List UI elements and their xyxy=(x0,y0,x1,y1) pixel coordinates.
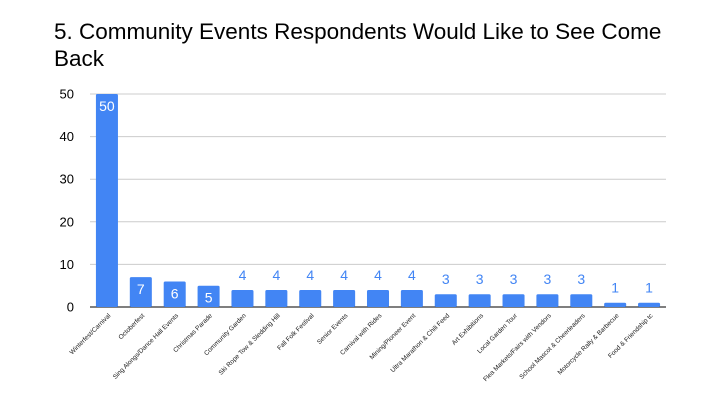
bar xyxy=(299,289,322,307)
y-tick-label: 30 xyxy=(60,172,74,187)
x-tick-label: Fall Folk Festival xyxy=(276,312,316,352)
data-label: 3 xyxy=(476,271,484,287)
x-tick-label: Flea Markets/Fairs with Vendors xyxy=(482,312,553,383)
bar xyxy=(502,294,525,307)
data-label: 3 xyxy=(510,271,518,287)
data-label: 3 xyxy=(544,271,552,287)
data-label: 4 xyxy=(272,267,280,283)
data-label: 1 xyxy=(645,280,653,296)
data-label: 5 xyxy=(205,290,213,306)
data-label: 6 xyxy=(171,285,179,301)
data-label: 4 xyxy=(374,267,382,283)
bars xyxy=(95,94,661,307)
chart-title: 5. Community Events Respondents Would Li… xyxy=(54,19,662,71)
bar xyxy=(400,289,423,307)
bar xyxy=(129,277,152,307)
data-label: 4 xyxy=(306,267,314,283)
x-tick-label: Ultra Marathon & Chili Feed xyxy=(390,312,452,374)
bar xyxy=(604,302,627,307)
bar xyxy=(536,294,559,307)
data-label: 3 xyxy=(577,271,585,287)
x-tick-label: Motorcycle Rally & Barbecue xyxy=(557,312,621,376)
bar xyxy=(265,289,288,307)
x-tick-label: Ski Rope Tow & Sledding Hill xyxy=(218,312,283,377)
bar xyxy=(333,289,356,307)
bar xyxy=(638,302,661,307)
x-tick-label: Octoberfest xyxy=(118,312,147,341)
data-label: 4 xyxy=(408,267,416,283)
data-label: 3 xyxy=(442,271,450,287)
x-tick-label: School Mascot & Cheerleaders xyxy=(518,312,587,381)
y-tick-label: 0 xyxy=(67,300,74,315)
y-axis-ticks: 0 10 20 30 40 50 xyxy=(60,87,74,315)
data-label: 7 xyxy=(137,281,145,297)
bar xyxy=(468,294,491,307)
x-tick-label: Winterfest/Carnival xyxy=(69,312,113,356)
y-tick-label: 20 xyxy=(60,214,74,229)
x-tick-label: Art Exhibitions xyxy=(451,312,486,347)
bar xyxy=(231,289,254,307)
bar xyxy=(434,294,457,307)
data-label: 50 xyxy=(99,98,115,114)
bar xyxy=(197,285,220,307)
data-label: 1 xyxy=(611,280,619,296)
bar xyxy=(95,94,118,307)
x-tick-label: Senior Events xyxy=(316,312,350,346)
bar xyxy=(570,294,593,307)
x-tick-label: Sing Alongs/Dance Hall Events xyxy=(112,312,181,381)
bar xyxy=(366,289,390,307)
data-labels: 50 7 6 5 4 4 4 4 4 4 3 3 3 3 3 1 1 xyxy=(99,98,653,306)
data-label: 4 xyxy=(340,267,348,283)
y-tick-label: 10 xyxy=(60,257,74,272)
y-tick-label: 50 xyxy=(60,87,74,102)
data-label: 4 xyxy=(239,267,247,283)
y-tick-label: 40 xyxy=(60,129,74,144)
bar xyxy=(163,281,186,307)
